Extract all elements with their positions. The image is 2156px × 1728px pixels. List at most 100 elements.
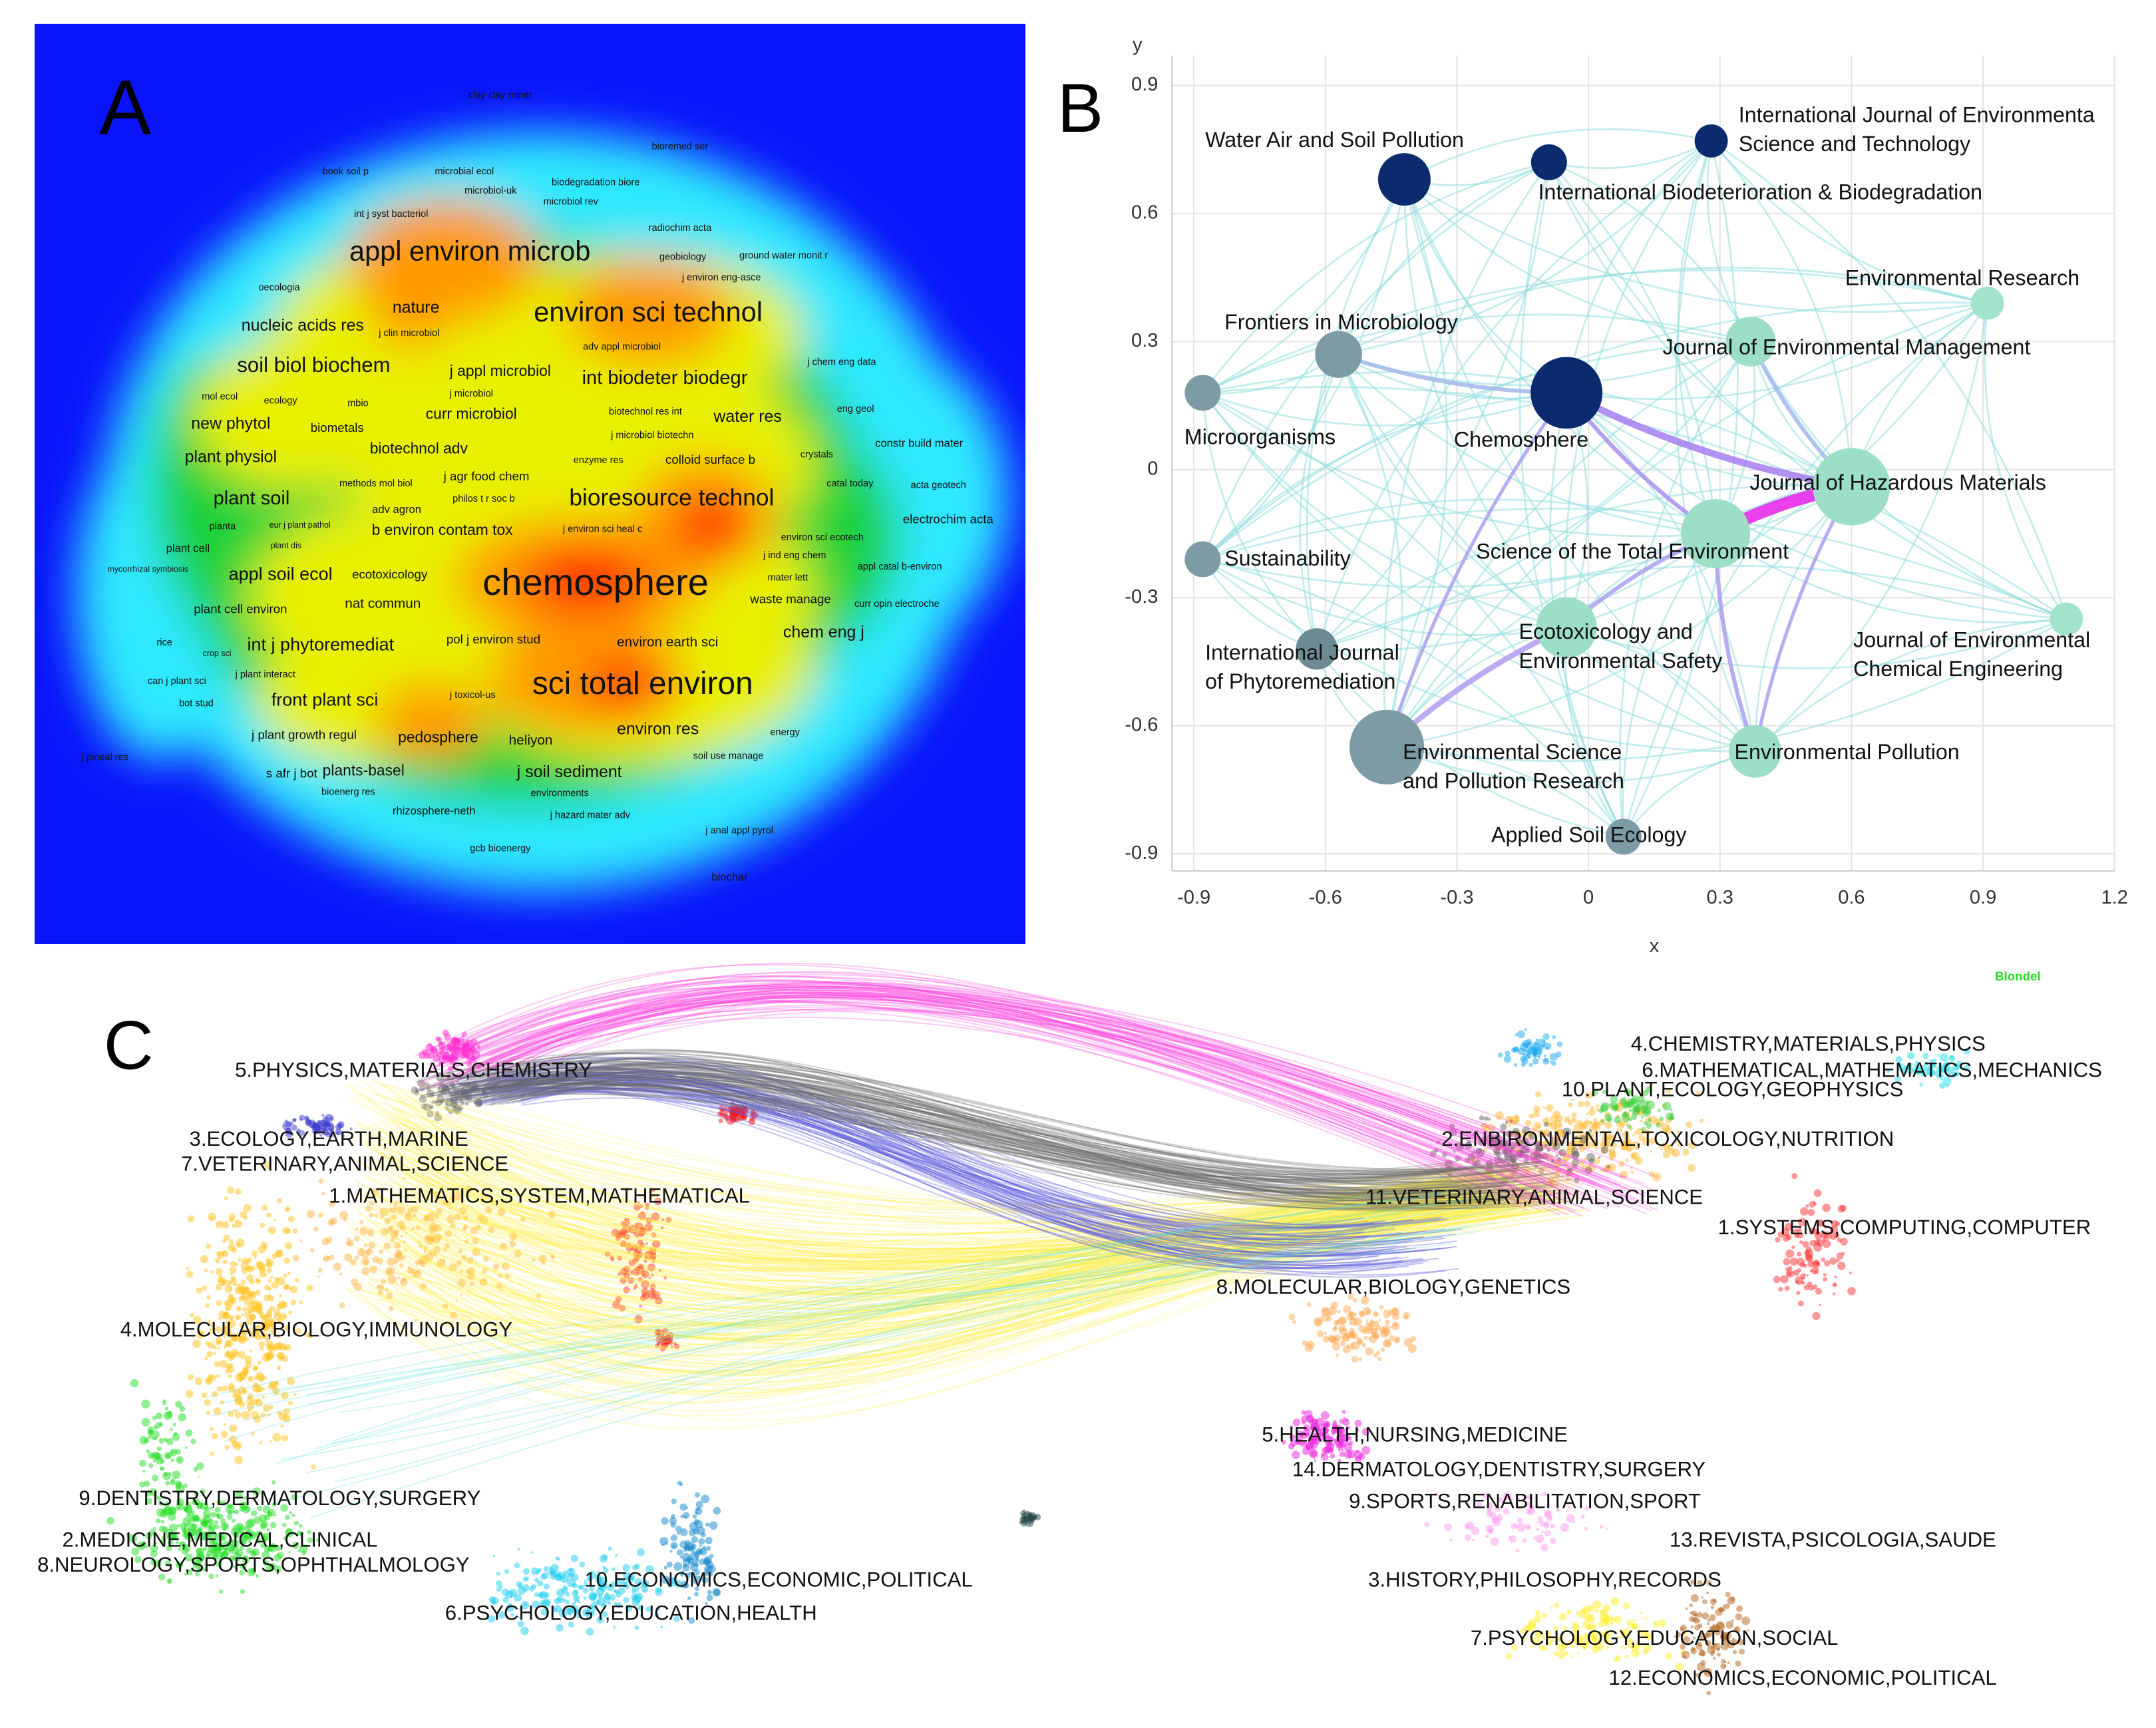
citation-point [1353,1317,1362,1327]
citation-link [383,1146,1563,1237]
citation-point [1588,1129,1592,1133]
citation-link [407,1198,1481,1395]
citation-link [520,1090,1442,1257]
citation-link [427,1119,1492,1211]
citation-point [1659,1116,1664,1121]
citation-point [1342,1305,1351,1313]
citation-link [473,1077,1425,1267]
citation-link [392,1192,1479,1412]
citation-point [1662,1150,1671,1158]
citation-link [480,1091,1394,1257]
citation-point [1591,1636,1597,1642]
citation-point [562,1585,568,1590]
citation-point [266,1566,271,1571]
citation-point [200,1255,209,1264]
citation-link [379,1094,1458,1205]
citation-point [399,1263,404,1268]
edge [1385,302,1988,748]
citation-point [1594,1145,1599,1150]
citation-point [1584,1166,1592,1174]
citation-link [443,1071,1569,1176]
citation-point [270,1440,273,1443]
citation-point [222,1221,230,1229]
citation-point [1573,1150,1580,1157]
citation-link [395,1202,1530,1264]
citation-point [565,1600,570,1604]
journal-label: environ res [617,720,699,739]
citation-point [1698,1620,1701,1623]
citation-point [140,1541,148,1548]
citation-point [1709,1673,1712,1677]
citation-point [1292,1418,1301,1427]
citation-point [1652,1620,1660,1628]
citation-point [701,1576,709,1584]
citation-point [437,1037,443,1042]
citation-point [696,1526,705,1536]
citation-point [584,1580,587,1582]
citation-point [218,1532,225,1539]
citation-point [614,1602,618,1606]
citation-point [1446,1495,1450,1499]
citation-link [433,979,1568,1190]
citation-point [1324,1429,1329,1434]
journal-label: acta geotech [911,480,966,490]
edge [1622,140,1739,838]
citation-point [273,1309,281,1316]
citation-point [1487,1133,1495,1140]
citation-point [1929,1059,1934,1064]
citation-link [378,1191,1551,1314]
citation-link [367,1176,1514,1307]
citation-point [252,1301,256,1305]
citation-point [1464,1175,1467,1178]
citation-point [290,1299,297,1305]
citation-point [134,1556,142,1564]
citation-link [348,1192,1470,1282]
citation-point [250,1432,255,1436]
citation-point [283,1284,289,1290]
citation-point [246,1403,254,1411]
citation-point [1351,1355,1358,1363]
citation-point [566,1608,574,1616]
citation-point [1640,1630,1648,1638]
citation-point [164,1451,172,1460]
citation-point [695,1500,703,1508]
citation-point [292,1254,299,1262]
citation-point [183,1544,191,1552]
citation-link [353,1097,1517,1258]
citation-link [423,1017,1568,1200]
citation-link [396,1182,1487,1318]
citation-point [1528,1113,1534,1119]
citation-link [423,963,1534,1182]
citation-point [1523,1168,1530,1175]
citation-point [660,1626,663,1629]
citation-link [495,1057,1463,1191]
cluster-label: 4.CHEMISTRY,MATERIALS,PHYSICS [1631,1032,1986,1055]
citation-point [1338,1449,1341,1452]
journal-label: biodegradation biore [552,177,639,188]
journal-label: appl environ microb [349,235,590,266]
density-blob [583,659,667,709]
citation-point [163,1399,166,1402]
citation-link [407,1193,1511,1365]
citation-point [297,1530,302,1536]
citation-point [1312,1419,1319,1425]
citation-link [449,971,1583,1186]
citation-link [369,1184,1463,1260]
citation-link [476,1081,1407,1269]
citation-link [492,993,1597,1187]
citation-link [505,1077,1445,1278]
citation-link [305,1212,1402,1396]
citation-point [283,1536,287,1540]
citation-point [1289,1434,1296,1441]
citation-point [633,1230,641,1238]
citation-link [458,981,1597,1183]
citation-point [239,1539,244,1544]
citation-point [270,1276,273,1280]
citation-point [210,1270,214,1274]
citation-point [1813,1189,1822,1198]
citation-link [393,1199,1534,1356]
citation-point [1823,1225,1827,1229]
citation-link [477,991,1585,1182]
citation-point [227,1319,236,1328]
citation-point [687,1596,691,1601]
